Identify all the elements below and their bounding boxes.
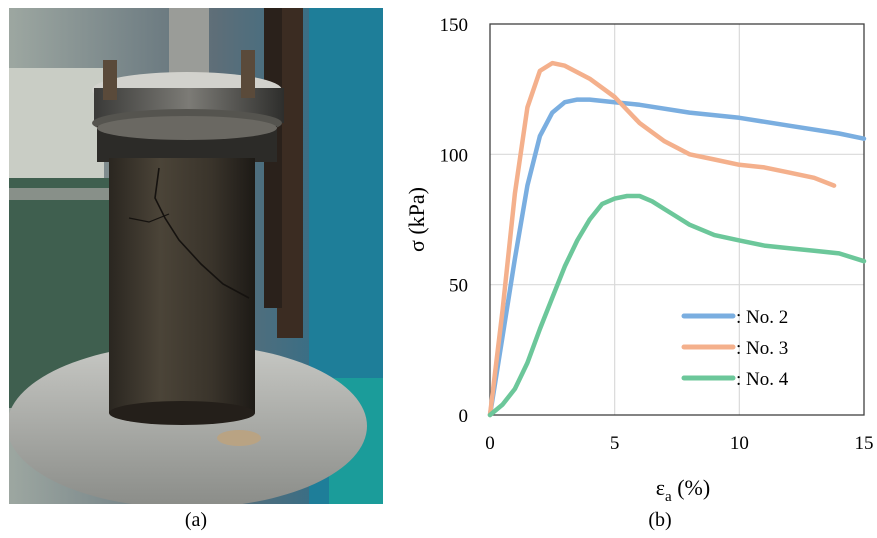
- stress-strain-chart: 0 5 10 15 0 50 100 150 : No. 2: No. 3: No. 4 σ …: [388, 0, 877, 533]
- y-tick-label-3: 150: [440, 15, 469, 36]
- x-tick-label-1: 5: [610, 433, 620, 454]
- y-axis-label: σ (kPa): [404, 187, 429, 252]
- x-axis-label-subscript: a: [665, 489, 672, 505]
- legend: : No. 2 : No. 3 : No. 4: [681, 307, 789, 390]
- legend-label-no-3: : No. 3: [736, 338, 788, 359]
- y-tick-label-0: 0: [459, 406, 469, 427]
- x-axis-label: εa (%): [656, 475, 710, 505]
- legend-label-no-4: : No. 4: [736, 369, 789, 390]
- legend-label-no-2: : No. 2: [736, 307, 788, 328]
- y-tick-label-1: 50: [449, 276, 468, 297]
- plot-frame: [489, 23, 865, 416]
- series-line-no-4: [487, 193, 867, 418]
- caption-b: (b): [648, 509, 672, 531]
- specimen-photo: [9, 8, 383, 504]
- x-tick-label-0: 0: [485, 433, 495, 454]
- series-line-no-2: [487, 97, 867, 418]
- y-tick-label-2: 100: [440, 145, 469, 166]
- series-group: [487, 60, 867, 418]
- series-line-no-3: [487, 60, 837, 418]
- x-axis-label-symbol: ε: [656, 475, 665, 500]
- grid: [490, 24, 864, 415]
- x-tick-label-3: 15: [855, 433, 874, 454]
- x-tick-label-2: 10: [730, 433, 749, 454]
- x-axis-label-unit: (%): [672, 475, 710, 500]
- caption-a: (a): [184, 509, 208, 531]
